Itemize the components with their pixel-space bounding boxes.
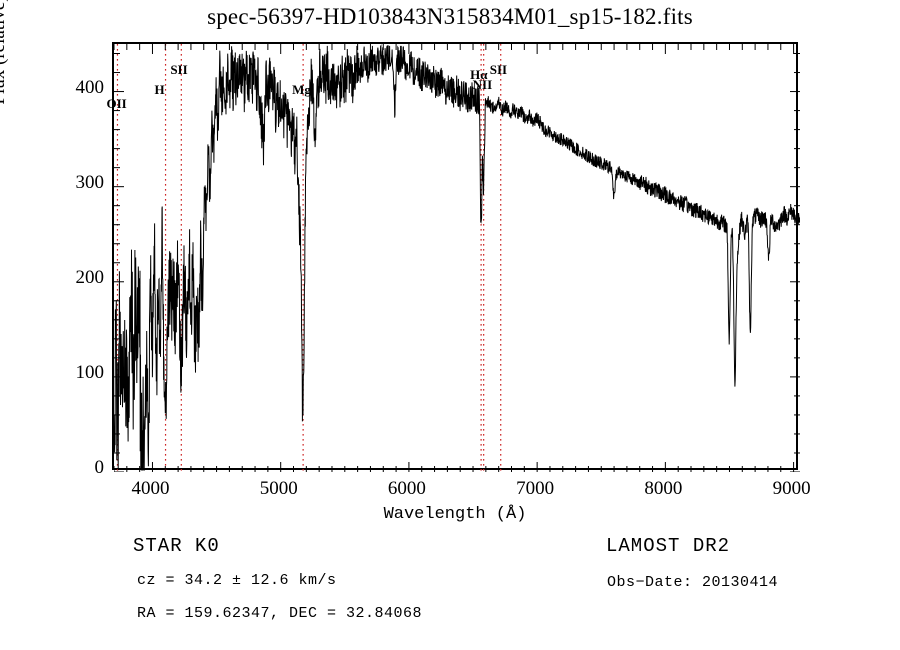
observation-date: Obs−Date: 20130414 bbox=[607, 574, 779, 591]
x-tick-label: 9000 bbox=[772, 478, 811, 499]
line-label-nii: NII bbox=[472, 77, 493, 92]
plot-frame bbox=[112, 42, 800, 472]
line-label-h: H bbox=[154, 82, 165, 97]
x-axis-label: Wavelength (Å) bbox=[383, 505, 527, 524]
line-label-sii: SII bbox=[489, 62, 508, 77]
survey-name: LAMOST DR2 bbox=[606, 535, 731, 557]
plot-canvas bbox=[114, 44, 800, 472]
line-label-oii: OII bbox=[106, 96, 127, 111]
line-label-sii: SII bbox=[170, 62, 188, 77]
line-label-h: Hα bbox=[470, 67, 488, 82]
x-tick-label: 4000 bbox=[131, 478, 170, 499]
x-tick-label: 7000 bbox=[516, 478, 555, 499]
redshift-velocity: cz = 34.2 ± 12.6 km/s bbox=[137, 572, 337, 589]
x-tick-label: 5000 bbox=[259, 478, 298, 499]
y-tick-label: 200 bbox=[75, 266, 105, 288]
y-tick-label: 100 bbox=[75, 361, 105, 383]
x-tick-label: 8000 bbox=[644, 478, 683, 499]
object-class: STAR K0 bbox=[133, 535, 220, 557]
y-tick-label: 300 bbox=[75, 171, 105, 193]
x-tick-label: 6000 bbox=[387, 478, 426, 499]
y-tick-label: 0 bbox=[94, 457, 105, 478]
y-axis-label: Flux (relative) bbox=[0, 0, 9, 105]
y-tick-label: 400 bbox=[75, 76, 105, 98]
coordinates: RA = 159.62347, DEC = 32.84068 bbox=[137, 605, 423, 622]
line-label-mg: Mg bbox=[292, 82, 311, 97]
figure-title: spec-56397-HD103843N315834M01_sp15-182.f… bbox=[207, 4, 693, 29]
